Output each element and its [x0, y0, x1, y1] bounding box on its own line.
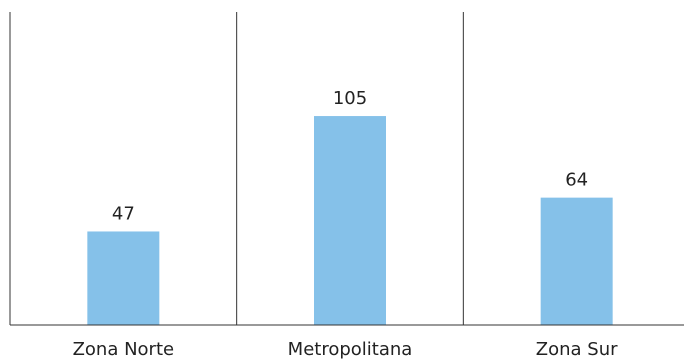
category-dividers: [9, 12, 464, 325]
bar: [87, 231, 160, 325]
bars-group: [87, 116, 613, 325]
bar-value-label: 64: [565, 170, 588, 191]
bar: [540, 197, 613, 325]
category-labels-group: Zona Norte Metropolitana Zona Sur: [73, 339, 619, 359]
bar: [314, 116, 386, 325]
bar-value-label: 47: [112, 203, 135, 224]
value-labels-group: 47 105 64: [112, 88, 588, 224]
bar-value-label: 105: [333, 88, 367, 109]
category-label: Zona Norte: [73, 339, 175, 359]
category-label: Zona Sur: [536, 339, 618, 359]
category-label: Metropolitana: [288, 339, 413, 359]
